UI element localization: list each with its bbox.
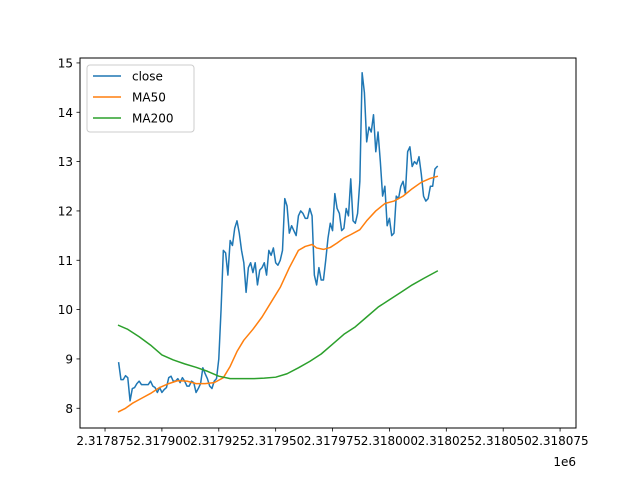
y-tick-label: 15 [58, 56, 73, 70]
x-tick-label: 2.317975 [304, 434, 361, 448]
legend-box [86, 64, 195, 133]
legend: close MA50 MA200 [86, 64, 195, 133]
x-tick-label: 2.318025 [418, 434, 475, 448]
legend-label-ma50: MA50 [132, 91, 166, 105]
y-tick-label: 11 [58, 254, 73, 268]
x-axis: 2.317875 2.317900 2.317925 2.317950 2.317975… [76, 428, 589, 448]
y-axis: 8 9 10 11 12 13 14 15 [58, 56, 80, 416]
y-tick-label: 13 [58, 155, 73, 169]
series-line-ma200 [117, 270, 439, 380]
x-tick-label: 2.317925 [190, 434, 247, 448]
x-axis-offset-label: 1e6 [553, 455, 576, 469]
x-tick-label: 2.318000 [361, 434, 418, 448]
x-tick-label: 2.317900 [133, 434, 190, 448]
plot-area-frame [79, 57, 577, 429]
y-tick-label: 10 [58, 303, 73, 317]
x-tick-label: 2.318075 [531, 434, 588, 448]
series-layer [117, 72, 439, 413]
x-tick-label: 2.318050 [475, 434, 532, 448]
series-line-close [117, 72, 439, 402]
y-tick-label: 8 [65, 402, 73, 416]
x-tick-label: 2.317875 [76, 434, 133, 448]
y-tick-label: 12 [58, 204, 73, 218]
legend-label-close: close [132, 70, 163, 84]
y-tick-label: 14 [58, 106, 73, 120]
x-tick-label: 2.317950 [247, 434, 304, 448]
legend-label-ma200: MA200 [132, 112, 173, 126]
y-tick-label: 9 [65, 352, 73, 366]
series-line-ma50 [117, 175, 439, 413]
